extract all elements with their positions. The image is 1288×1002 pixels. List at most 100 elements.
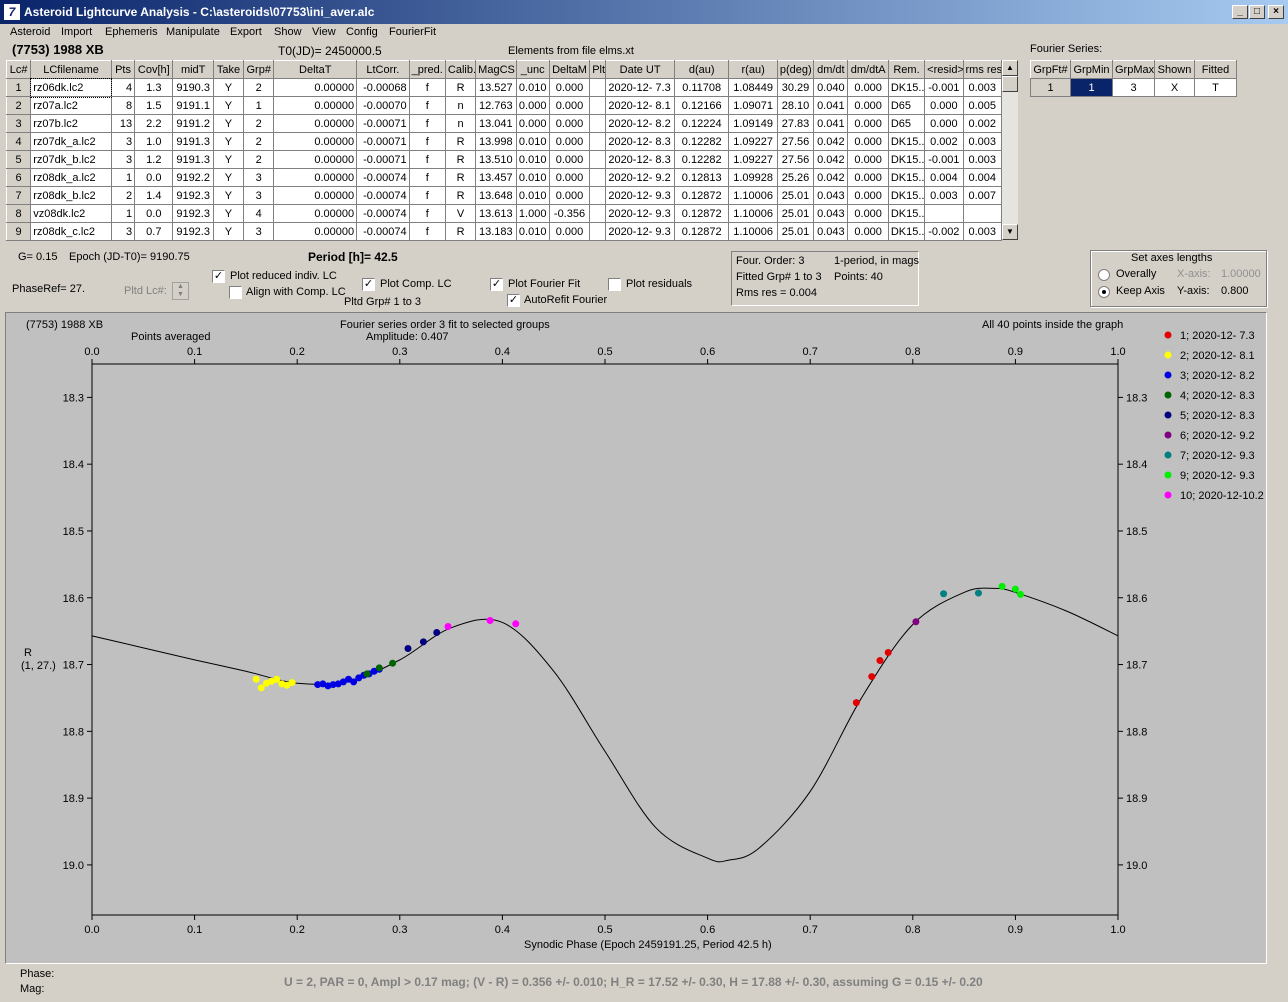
table-cell[interactable]: -0.00068: [356, 78, 410, 97]
table-cell[interactable]: 0.7: [134, 222, 174, 241]
table-row[interactable]: 5 rz07dk_b.lc2 3 1.2 9191.3 Y 2 0.00000 -0.00071…: [5, 150, 1003, 169]
table-cell[interactable]: [589, 150, 607, 169]
table-cell[interactable]: D65: [887, 96, 926, 115]
table-cell[interactable]: 9192.3: [172, 222, 214, 241]
row-header[interactable]: 8: [5, 204, 32, 223]
table-cell[interactable]: Y: [212, 186, 245, 205]
table-cell[interactable]: 2020-12- 9.3: [605, 222, 675, 241]
table-cell[interactable]: 13.041: [475, 114, 517, 133]
table-cell[interactable]: 1.09227: [728, 150, 778, 169]
table-cell[interactable]: 0.043: [813, 222, 849, 241]
table-cell[interactable]: Y: [212, 204, 245, 223]
table-cell[interactable]: 25.26: [776, 168, 815, 187]
table-cell[interactable]: 25.01: [776, 186, 815, 205]
table-cell[interactable]: 0.002: [962, 114, 1003, 133]
table-cell[interactable]: 0.000: [847, 132, 889, 151]
table-cell[interactable]: 0.000: [847, 78, 889, 97]
fourier-cell-grpmin[interactable]: 1: [1070, 78, 1113, 97]
table-cell[interactable]: 0.000: [924, 96, 964, 115]
table-cell[interactable]: 0.003: [962, 78, 1003, 97]
table-col-header[interactable]: p(deg): [776, 60, 815, 79]
table-cell[interactable]: 0.041: [813, 96, 849, 115]
table-cell[interactable]: 0.12872: [673, 222, 730, 241]
row-header[interactable]: 7: [5, 186, 32, 205]
table-cell[interactable]: 13.613: [475, 204, 517, 223]
table-cell[interactable]: f: [408, 132, 446, 151]
table-cell[interactable]: 2: [243, 132, 275, 151]
table-col-header[interactable]: LCfilename: [30, 60, 112, 79]
table-cell[interactable]: 8: [110, 96, 136, 115]
row-header[interactable]: 4: [5, 132, 32, 151]
table-cell[interactable]: rz08dk_a.lc2: [30, 168, 112, 187]
table-cell[interactable]: 1.10006: [728, 222, 778, 241]
table-cell[interactable]: 1.08449: [728, 78, 778, 97]
table-cell[interactable]: 0.12813: [673, 168, 730, 187]
table-col-header[interactable]: dm/dtA: [847, 60, 889, 79]
table-cell[interactable]: 0.010: [515, 186, 550, 205]
y-axis-value[interactable]: 0.800: [1221, 285, 1249, 297]
table-cell[interactable]: -0.00071: [356, 132, 410, 151]
fourier-cell-fitted[interactable]: T: [1194, 78, 1237, 97]
table-cell[interactable]: 0.00000: [273, 114, 358, 133]
table-cell[interactable]: 0.004: [924, 168, 964, 187]
table-cell[interactable]: 2: [243, 78, 275, 97]
spin-down-icon[interactable]: ▼: [177, 291, 184, 298]
table-cell[interactable]: -0.002: [924, 222, 964, 241]
table-cell[interactable]: DK15..: [887, 150, 926, 169]
table-cell[interactable]: 1.0: [134, 132, 174, 151]
table-cell[interactable]: 0.041: [813, 114, 849, 133]
table-cell[interactable]: 0.004: [962, 168, 1003, 187]
table-cell[interactable]: 27.56: [776, 150, 815, 169]
table-cell[interactable]: R: [444, 78, 477, 97]
table-cell[interactable]: 25.01: [776, 204, 815, 223]
autorefit-checkbox[interactable]: ✓: [507, 294, 520, 307]
scroll-down-icon[interactable]: ▼: [1002, 224, 1018, 240]
table-cell[interactable]: 0.12282: [673, 132, 730, 151]
scroll-up-icon[interactable]: ▲: [1002, 60, 1018, 76]
menu-manipulate[interactable]: Manipulate: [166, 26, 220, 38]
table-cell[interactable]: Y: [212, 114, 245, 133]
table-cell[interactable]: -0.00070: [356, 96, 410, 115]
table-cell[interactable]: 1: [243, 96, 275, 115]
spin-up-icon[interactable]: ▲: [177, 283, 184, 290]
table-cell[interactable]: 0.000: [847, 168, 889, 187]
table-cell[interactable]: -0.00071: [356, 150, 410, 169]
menu-config[interactable]: Config: [346, 26, 378, 38]
table-cell[interactable]: 3: [110, 132, 136, 151]
table-cell[interactable]: rz06dk.lc2: [29, 77, 113, 98]
table-cell[interactable]: 0.010: [515, 168, 550, 187]
menu-ephemeris[interactable]: Ephemeris: [105, 26, 158, 38]
close-button[interactable]: ×: [1268, 5, 1284, 19]
table-cell[interactable]: R: [444, 168, 477, 187]
table-cell[interactable]: 0.000: [548, 132, 591, 151]
table-cell[interactable]: f: [408, 78, 446, 97]
table-cell[interactable]: f: [408, 186, 446, 205]
table-cell[interactable]: vz08dk.lc2: [30, 204, 112, 223]
table-cell[interactable]: 0.000: [548, 222, 591, 241]
table-cell[interactable]: 0.003: [962, 222, 1003, 241]
table-cell[interactable]: 3: [110, 222, 136, 241]
table-cell[interactable]: 25.01: [776, 222, 815, 241]
table-cell[interactable]: 1.2: [134, 150, 174, 169]
x-axis-value[interactable]: 1.00000: [1221, 268, 1261, 280]
table-cell[interactable]: rz08dk_c.lc2: [30, 222, 112, 241]
maximize-button[interactable]: □: [1249, 5, 1265, 19]
table-cell[interactable]: 0.000: [515, 114, 550, 133]
scroll-thumb[interactable]: [1002, 76, 1018, 92]
row-header[interactable]: 2: [5, 96, 32, 115]
table-cell[interactable]: 0.010: [515, 78, 550, 97]
table-cell[interactable]: 4: [243, 204, 275, 223]
table-cell[interactable]: 0.12224: [673, 114, 730, 133]
table-cell[interactable]: R: [444, 222, 477, 241]
table-cell[interactable]: 0.043: [813, 204, 849, 223]
table-cell[interactable]: 3: [243, 222, 275, 241]
table-cell[interactable]: 0.003: [962, 150, 1003, 169]
table-row[interactable]: 7 rz08dk_b.lc2 2 1.4 9192.3 Y 3 0.00000 -0.00074…: [5, 186, 1003, 205]
table-cell[interactable]: 0.000: [515, 96, 550, 115]
row-header[interactable]: 6: [5, 168, 32, 187]
table-cell[interactable]: 2020-12- 8.3: [605, 150, 675, 169]
table-cell[interactable]: Y: [212, 78, 245, 97]
table-cell[interactable]: 2020-12- 9.3: [605, 186, 675, 205]
table-col-header[interactable]: _pred.: [408, 60, 446, 79]
table-cell[interactable]: 2020-12- 9.2: [605, 168, 675, 187]
